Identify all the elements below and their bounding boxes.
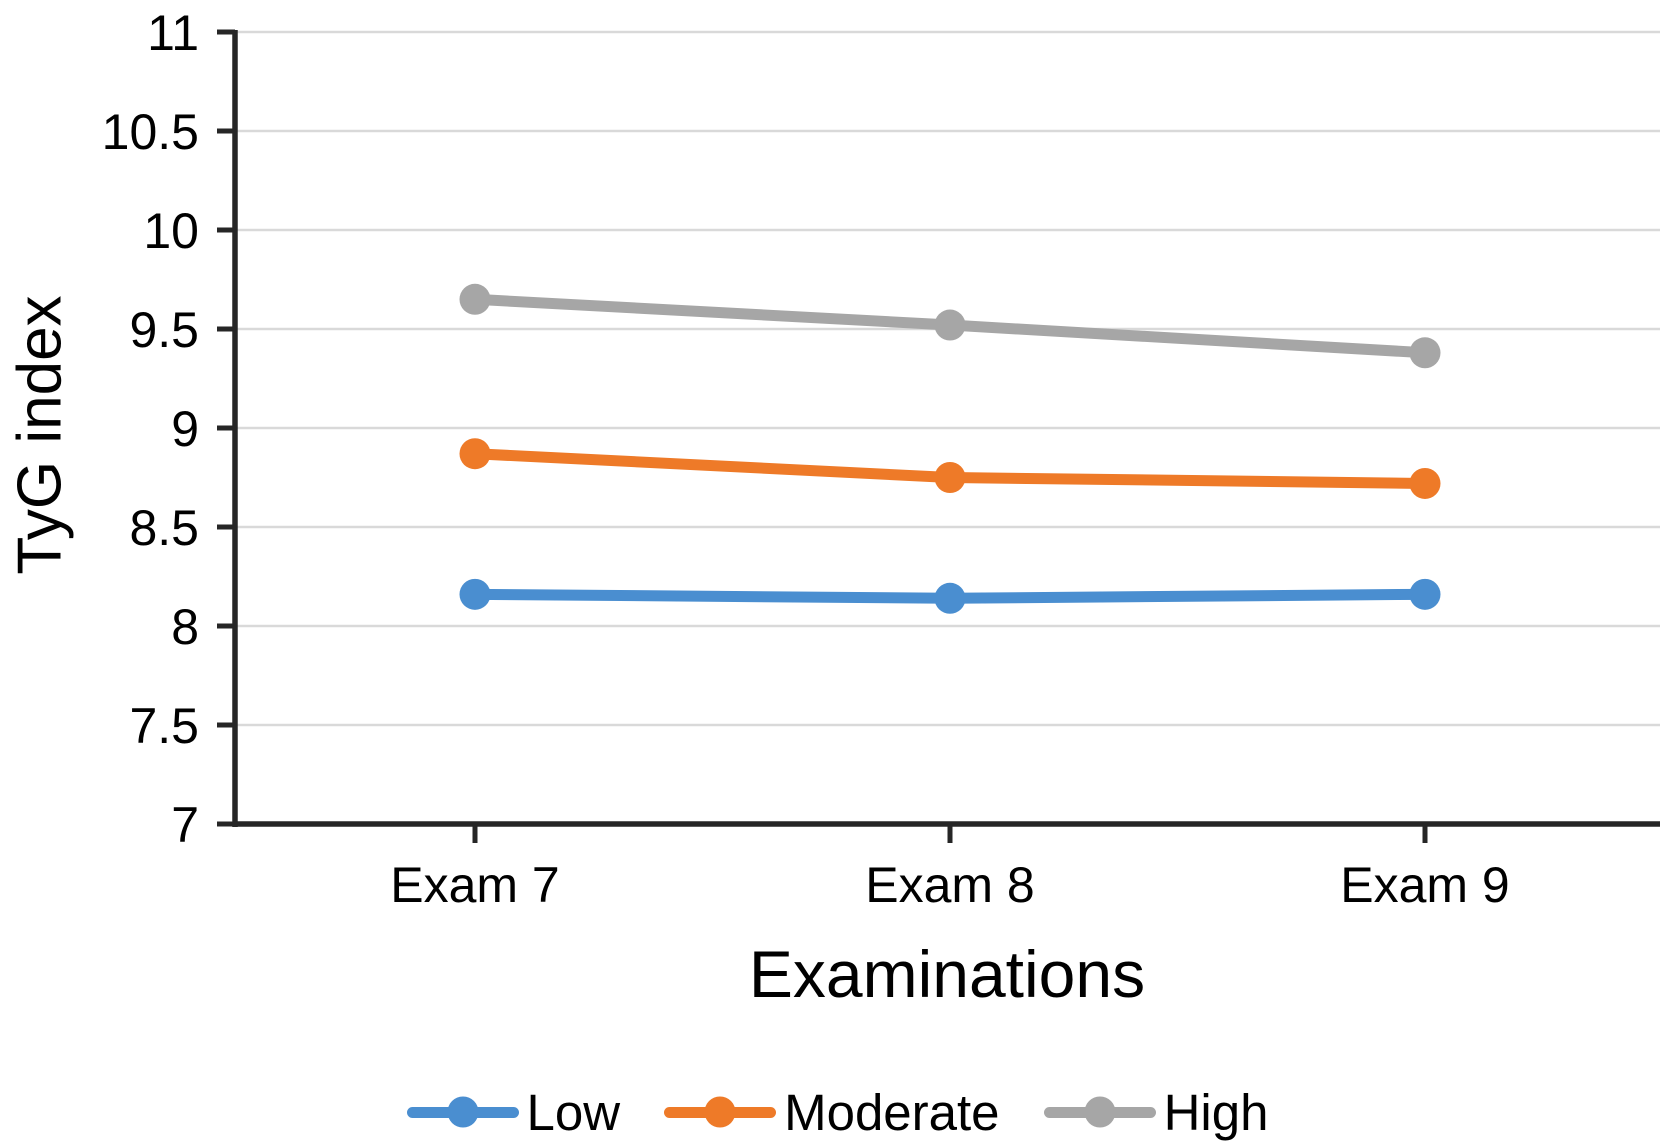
legend-label: Moderate — [784, 1083, 1000, 1141]
y-tick-label: 11 — [147, 5, 199, 61]
data-point-high-exam-9 — [1409, 337, 1441, 369]
legend-item-high: High — [1043, 1083, 1269, 1141]
legend-dot-icon — [1084, 1096, 1116, 1128]
data-point-moderate-exam-9 — [1409, 467, 1441, 499]
legend-line-dot-icon — [1043, 1096, 1156, 1128]
y-tick-label: 7.5 — [129, 698, 199, 754]
y-tick-label: 9 — [171, 401, 199, 457]
legend-item-low: Low — [406, 1083, 621, 1141]
y-tick-label: 7 — [171, 797, 199, 853]
legend-line-dot-icon — [406, 1096, 519, 1128]
y-tick-label: 8 — [171, 599, 199, 655]
data-point-low-exam-8 — [934, 582, 966, 614]
x-axis-title: Examinations — [748, 937, 1146, 1011]
y-axis-title: TyG index — [5, 295, 75, 575]
y-tick-label: 10.5 — [102, 104, 199, 160]
legend-label: High — [1163, 1083, 1269, 1141]
data-point-low-exam-7 — [459, 578, 491, 610]
legend-dot-icon — [447, 1096, 479, 1128]
legend-item-moderate: Moderate — [664, 1083, 1000, 1141]
x-tick-label: Exam 8 — [865, 857, 1035, 913]
data-point-high-exam-8 — [934, 309, 966, 341]
x-tick-label: Exam 9 — [1340, 857, 1510, 913]
legend: Low Moderate High — [0, 1082, 1675, 1142]
data-point-high-exam-7 — [459, 283, 491, 315]
legend-line-dot-icon — [664, 1096, 777, 1128]
legend-dot-icon — [704, 1096, 736, 1128]
y-tick-label: 9.5 — [129, 302, 199, 358]
data-point-low-exam-9 — [1409, 578, 1441, 610]
y-tick-label: 10 — [143, 203, 199, 259]
x-tick-label: Exam 7 — [390, 857, 560, 913]
y-tick-label: 8.5 — [129, 500, 199, 556]
data-point-moderate-exam-7 — [459, 438, 491, 470]
legend-label: Low — [526, 1083, 621, 1141]
data-point-moderate-exam-8 — [934, 462, 966, 493]
